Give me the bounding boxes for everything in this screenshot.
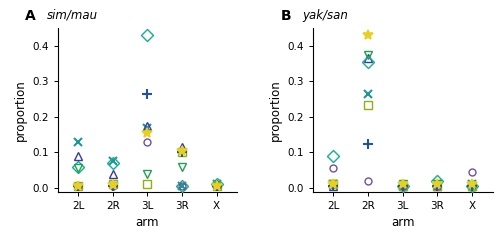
- Text: B: B: [280, 9, 291, 23]
- Y-axis label: proportion: proportion: [268, 79, 281, 141]
- Text: A: A: [25, 9, 36, 23]
- Y-axis label: proportion: proportion: [14, 79, 26, 141]
- X-axis label: arm: arm: [136, 216, 159, 229]
- Text: yak/san: yak/san: [302, 9, 348, 22]
- X-axis label: arm: arm: [391, 216, 414, 229]
- Text: sim/mau: sim/mau: [46, 9, 98, 22]
